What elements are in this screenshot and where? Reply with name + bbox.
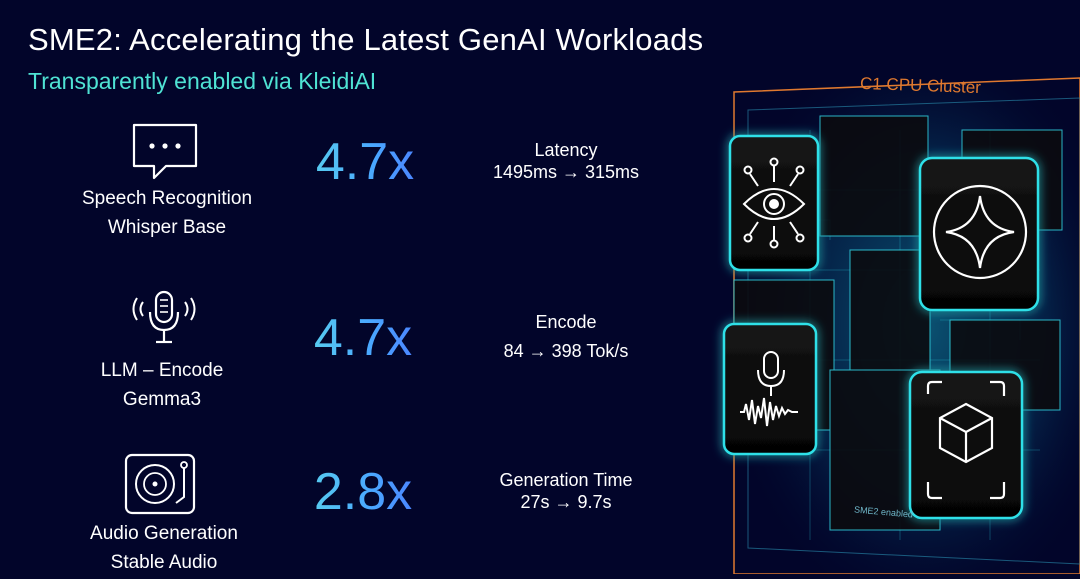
metric-label: Encode (535, 312, 597, 332)
metric-value: 1495ms → 315ms (492, 162, 640, 182)
turntable-icon (124, 453, 196, 515)
microphone-icon (130, 288, 198, 346)
sparkle-icon (932, 184, 1028, 280)
page-title: SME2: Accelerating the Latest GenAI Work… (28, 22, 704, 57)
cube-scan-icon (926, 380, 1006, 500)
workload-name: Audio Generation (90, 523, 238, 544)
page-subtitle: Transparently enabled via KleidiAI (28, 68, 377, 94)
metric-label: Generation Time (499, 470, 633, 490)
workload-name: Speech Recognition (81, 188, 253, 209)
workload-name: LLM – Encode (100, 360, 224, 381)
cpu-cluster-illustration: C1 CPU Cluster SME2 enabled (700, 70, 1080, 575)
metric-value: 84 → 398 Tok/s (503, 341, 629, 361)
chat-bubble-icon (130, 122, 200, 182)
workload-model: Whisper Base (107, 217, 227, 238)
cluster-title: C1 CPU Cluster (859, 73, 982, 98)
microphone-waveform-icon (740, 351, 798, 427)
workload-model: Gemma3 (122, 389, 202, 410)
workload-model: Stable Audio (110, 552, 218, 573)
speedup-value: 2.8x (278, 464, 448, 520)
metric-value: 27s → 9.7s (520, 492, 612, 512)
metric-label: Latency (534, 140, 598, 160)
speedup-value: 4.7x (280, 134, 450, 190)
speedup-value: 4.7x (278, 310, 448, 366)
eye-network-icon (742, 157, 806, 249)
